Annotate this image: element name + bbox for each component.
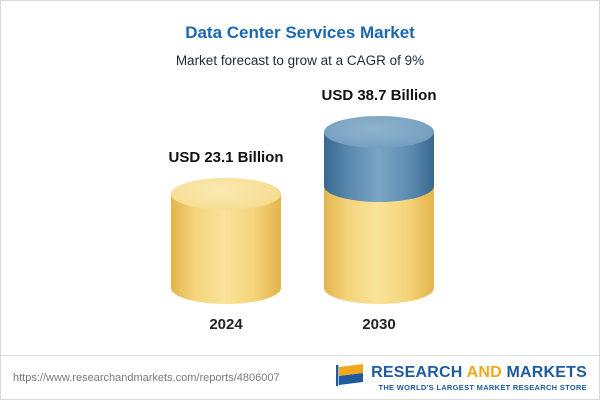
year-label-2024: 2024 — [209, 316, 243, 333]
page-subtitle: Market forecast to grow at a CAGR of 9% — [175, 53, 425, 68]
cylinder-2024 — [171, 178, 281, 304]
logo-word-and: AND — [466, 363, 502, 381]
logo-word-research: RESEARCH — [371, 363, 463, 381]
value-label-2024: USD 23.1 Billion — [168, 149, 284, 166]
logo-text: RESEARCH AND MARKETS THE WORLD'S LARGEST… — [371, 364, 587, 392]
cylinder-2030-top — [324, 116, 434, 148]
cylinder-2030 — [324, 116, 434, 304]
page-title: Data Center Services Market — [185, 23, 415, 42]
logo-flag-icon — [335, 363, 365, 392]
logo-name: RESEARCH AND MARKETS — [371, 364, 587, 382]
cylinder-2024-top — [171, 178, 281, 210]
report-url: https://www.researchandmarkets.com/repor… — [13, 371, 280, 384]
cylinder-2024-body — [171, 194, 281, 304]
logo-tagline: THE WORLD'S LARGEST MARKET RESEARCH STOR… — [378, 382, 587, 392]
value-label-2030: USD 38.7 Billion — [321, 87, 437, 104]
logo-word-markets: MARKETS — [506, 363, 587, 381]
bar-2024: USD 23.1 Billion 2024 — [168, 149, 284, 333]
bar-2030: USD 38.7 Billion 2030 — [321, 87, 437, 333]
footer: https://www.researchandmarkets.com/repor… — [1, 355, 599, 399]
year-label-2030: 2030 — [362, 316, 396, 333]
logo: RESEARCH AND MARKETS THE WORLD'S LARGEST… — [335, 363, 587, 392]
